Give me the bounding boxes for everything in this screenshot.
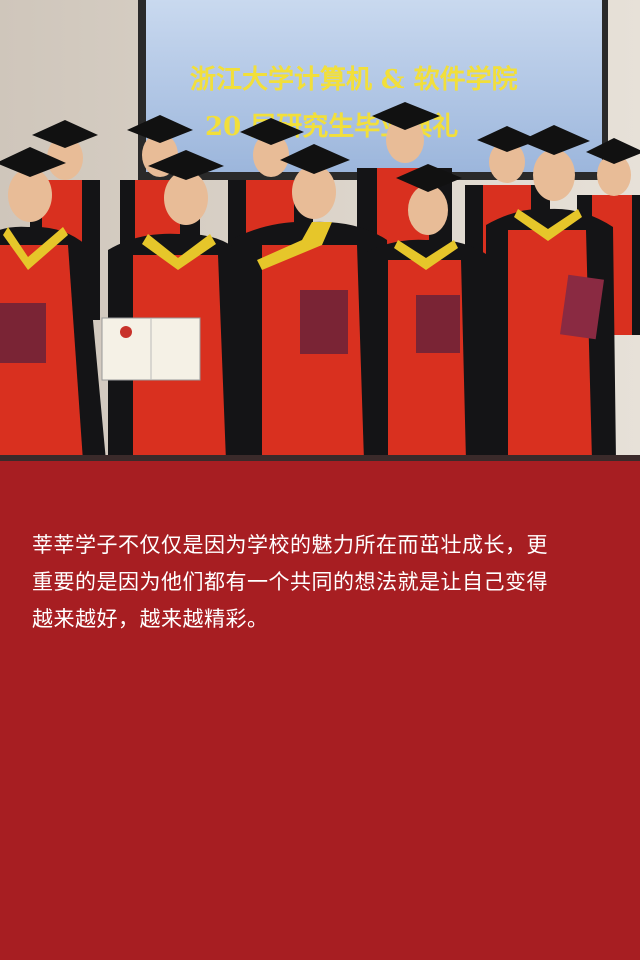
banner-line-1: 浙江大学计算机 & 软件学院 (190, 64, 518, 95)
caption-line: 重要的是因为他们都有一个共同的想法就是让自己变得 (32, 570, 548, 594)
front-row-graduates (0, 125, 616, 461)
graduation-photo: 浙江大学计算机 & 软件学院 20 届研究生毕业典礼 (0, 0, 640, 461)
caption-text: 莘莘学子不仅仅是因为学校的魅力所在而茁壮成长，更 重要的是因为他们都有一个共同的… (32, 527, 612, 638)
caption-line: 越来越好，越来越精彩。 (32, 607, 269, 631)
caption-line: 莘莘学子不仅仅是因为学校的魅力所在而茁壮成长，更 (32, 533, 548, 557)
